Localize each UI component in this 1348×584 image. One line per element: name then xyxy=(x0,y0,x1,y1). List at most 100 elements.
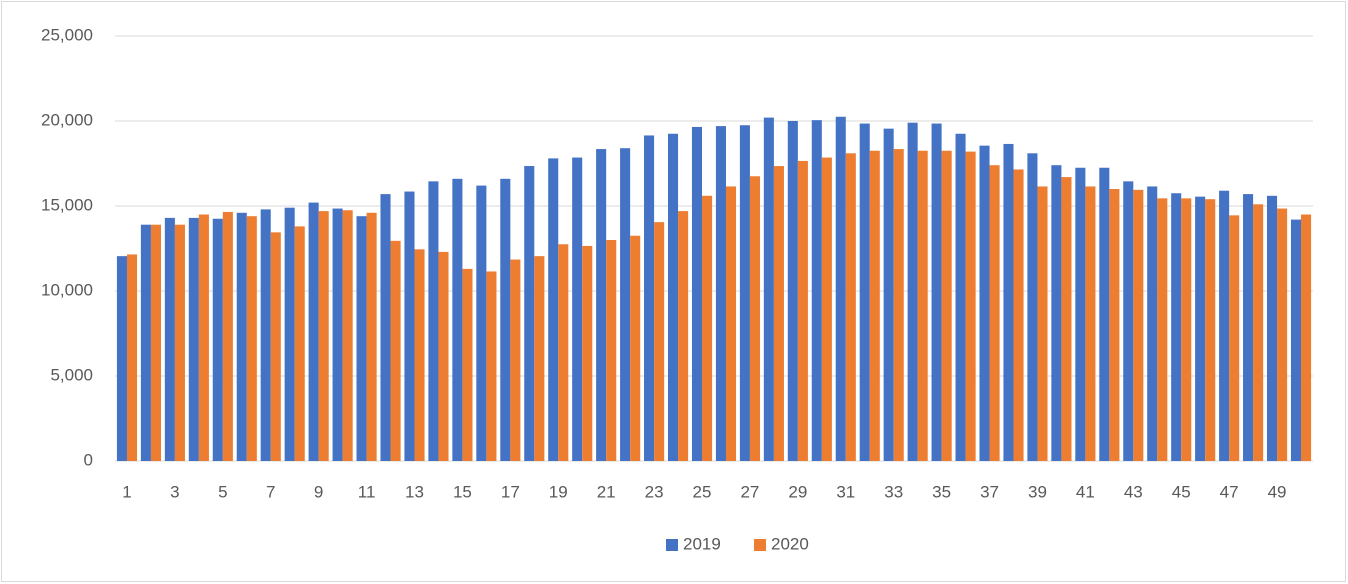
bar xyxy=(476,185,487,461)
bar xyxy=(869,150,880,461)
x-tick-label: 3 xyxy=(170,482,179,501)
bar xyxy=(1181,198,1192,461)
bar xyxy=(979,145,990,461)
bar xyxy=(965,151,976,461)
bar xyxy=(654,222,665,461)
bar xyxy=(1205,199,1216,461)
x-tick-label: 37 xyxy=(980,482,999,501)
bar xyxy=(1061,177,1072,461)
bar xyxy=(620,148,631,461)
bar xyxy=(821,157,832,462)
bar xyxy=(1123,181,1134,461)
bar xyxy=(1003,143,1014,461)
x-tick-label: 23 xyxy=(645,482,664,501)
bar xyxy=(1219,190,1230,461)
bar xyxy=(140,224,151,461)
bar xyxy=(164,217,175,461)
bar xyxy=(667,133,679,461)
bar xyxy=(773,166,784,462)
bar xyxy=(955,133,966,461)
bar xyxy=(1051,165,1062,461)
bar xyxy=(150,224,162,461)
bar xyxy=(811,120,822,462)
bar xyxy=(630,235,641,461)
bar xyxy=(390,240,401,461)
x-tick-label: 27 xyxy=(740,482,759,501)
x-tick-label: 35 xyxy=(932,482,951,501)
bar xyxy=(678,211,689,461)
bar xyxy=(486,271,497,461)
bar xyxy=(462,268,473,461)
y-tick-label: 0 xyxy=(84,450,93,469)
bar xyxy=(1290,219,1302,461)
bar xyxy=(917,150,928,461)
y-tick-label: 25,000 xyxy=(41,25,93,44)
bar xyxy=(212,218,223,461)
bar xyxy=(414,249,425,461)
bar xyxy=(1266,195,1278,462)
x-tick-label: 39 xyxy=(1028,482,1047,501)
bar xyxy=(941,150,952,461)
bar xyxy=(404,191,415,462)
x-tick-label: 31 xyxy=(836,482,855,501)
bar xyxy=(1253,204,1264,462)
bar xyxy=(174,224,185,461)
x-tick-label: 33 xyxy=(884,482,903,501)
bar xyxy=(270,232,281,461)
bar xyxy=(1037,186,1048,461)
bar xyxy=(534,256,545,461)
bar xyxy=(524,166,535,462)
bar xyxy=(739,125,750,461)
bar xyxy=(198,214,209,461)
bar xyxy=(845,153,856,462)
bar xyxy=(1171,193,1182,461)
bar xyxy=(1301,214,1312,461)
bar xyxy=(763,117,774,461)
bar xyxy=(1133,189,1144,461)
legend-marker xyxy=(754,539,766,551)
bar xyxy=(883,128,894,461)
bar xyxy=(787,121,798,461)
x-tick-label: 45 xyxy=(1172,482,1191,501)
bar xyxy=(749,176,761,461)
bar xyxy=(907,122,918,461)
x-tick-label: 13 xyxy=(405,482,424,501)
bar xyxy=(893,149,904,462)
bar xyxy=(188,217,199,461)
bar xyxy=(644,135,655,461)
bar xyxy=(1027,153,1038,462)
bar xyxy=(342,210,353,461)
bar xyxy=(1243,194,1254,461)
bar xyxy=(246,216,257,461)
bar xyxy=(126,254,138,461)
x-tick-label: 41 xyxy=(1076,482,1095,501)
x-tick-label: 25 xyxy=(693,482,712,501)
bar xyxy=(606,240,617,461)
bar xyxy=(931,123,942,462)
bar xyxy=(1099,167,1110,461)
x-tick-label: 15 xyxy=(453,482,472,501)
x-tick-label: 49 xyxy=(1268,482,1287,501)
bar xyxy=(116,256,127,461)
bar xyxy=(1147,186,1158,461)
x-tick-label: 29 xyxy=(788,482,807,501)
x-tick-label: 11 xyxy=(358,482,376,501)
bar xyxy=(222,211,233,461)
bar xyxy=(1277,208,1288,461)
bar xyxy=(500,178,511,462)
bar xyxy=(558,244,569,461)
x-tick-label: 19 xyxy=(549,482,568,501)
bar xyxy=(452,178,463,462)
bar xyxy=(989,165,1000,461)
bar xyxy=(332,208,343,461)
bar xyxy=(582,245,593,461)
bar xyxy=(318,211,329,461)
x-tick-label: 47 xyxy=(1220,482,1239,501)
y-tick-label: 10,000 xyxy=(41,280,93,299)
x-tick-label: 17 xyxy=(501,482,520,501)
bar xyxy=(1229,215,1240,461)
y-tick-label: 15,000 xyxy=(41,195,93,214)
bar xyxy=(260,209,271,461)
bar xyxy=(691,126,703,461)
bar xyxy=(1157,198,1168,461)
